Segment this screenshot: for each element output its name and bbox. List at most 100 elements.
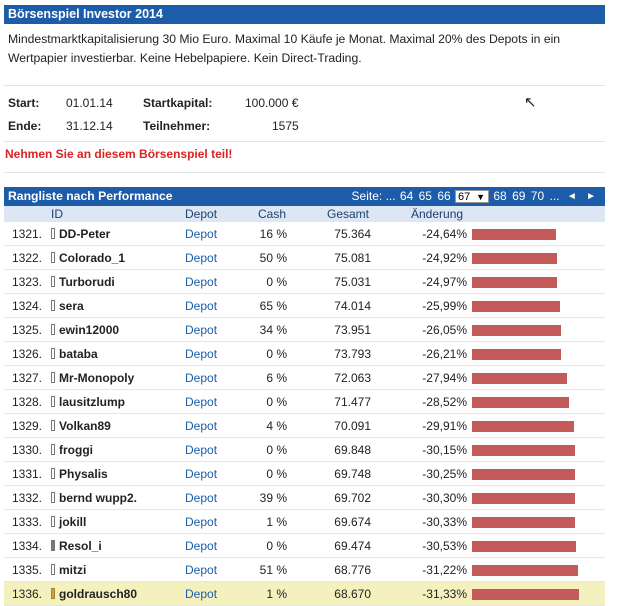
user-id-link[interactable]: mitzi xyxy=(59,563,87,577)
change-cell: -24,92% xyxy=(422,251,467,265)
user-id-link[interactable]: Volkan89 xyxy=(59,419,111,433)
col-id[interactable]: ID xyxy=(51,207,63,221)
depot-link[interactable]: Depot xyxy=(185,587,218,601)
depot-link[interactable]: Depot xyxy=(185,323,218,337)
rank-cell: 1335. xyxy=(11,563,42,577)
next-page-icon[interactable]: ► xyxy=(586,191,596,202)
page-65[interactable]: 65 xyxy=(418,189,432,203)
depot-link[interactable]: Depot xyxy=(185,395,218,409)
user-id-link[interactable]: sera xyxy=(59,299,84,313)
change-cell: -26,21% xyxy=(422,347,467,361)
cash-cell: 0 % xyxy=(266,395,287,409)
depot-link[interactable]: Depot xyxy=(185,443,218,457)
rank-cell: 1331. xyxy=(11,467,42,481)
depot-link[interactable]: Depot xyxy=(185,371,218,385)
cash-cell: 51 % xyxy=(259,563,287,577)
user-status-icon xyxy=(51,228,55,239)
depot-link[interactable]: Depot xyxy=(185,275,218,289)
cash-cell: 0 % xyxy=(266,539,287,553)
total-cell: 69.848 xyxy=(334,443,371,457)
page-70[interactable]: 70 xyxy=(530,189,545,203)
depot-link[interactable]: Depot xyxy=(185,467,218,481)
start-value: 01.01.14 xyxy=(66,96,113,110)
user-status-icon xyxy=(51,468,55,479)
cash-cell: 16 % xyxy=(259,227,287,241)
cash-cell: 0 % xyxy=(266,347,287,361)
rank-cell: 1323. xyxy=(11,275,42,289)
change-cell: -27,94% xyxy=(422,371,467,385)
join-game-link[interactable]: Nehmen Sie an diesem Börsenspiel teil! xyxy=(4,142,605,173)
user-id-link[interactable]: DD-Peter xyxy=(59,227,111,241)
change-cell: -31,22% xyxy=(422,563,467,577)
change-bar xyxy=(472,565,579,576)
change-bar xyxy=(472,349,562,360)
change-bar xyxy=(472,517,576,528)
change-cell: -26,05% xyxy=(422,323,467,337)
col-change[interactable]: Änderung xyxy=(411,207,464,221)
change-bar xyxy=(472,277,557,288)
table-row: 1333. jokill Depot 1 % 69.674 -30,33% xyxy=(4,510,605,534)
user-id-link[interactable]: bernd wupp2. xyxy=(59,491,137,505)
user-id-link[interactable]: goldrausch80 xyxy=(59,587,138,601)
change-cell: -25,99% xyxy=(422,299,467,313)
change-cell: -28,52% xyxy=(422,395,467,409)
user-id-link[interactable]: jokill xyxy=(59,515,87,529)
col-gesamt[interactable]: Gesamt xyxy=(327,207,370,221)
cash-cell: 0 % xyxy=(266,467,287,481)
user-status-icon xyxy=(51,492,55,503)
depot-link[interactable]: Depot xyxy=(185,251,218,265)
user-status-icon xyxy=(51,252,55,263)
cash-cell: 6 % xyxy=(266,371,287,385)
user-status-icon xyxy=(51,540,55,551)
total-cell: 73.951 xyxy=(334,323,371,337)
page-68[interactable]: 68 xyxy=(493,189,507,203)
change-bar xyxy=(472,469,575,480)
user-status-icon xyxy=(51,588,55,599)
depot-link[interactable]: Depot xyxy=(185,227,218,241)
change-bar xyxy=(472,325,561,336)
depot-link[interactable]: Depot xyxy=(185,515,218,529)
page-69[interactable]: 69 xyxy=(512,189,526,203)
depot-link[interactable]: Depot xyxy=(185,563,218,577)
user-status-icon xyxy=(51,444,55,455)
total-cell: 73.793 xyxy=(334,347,371,361)
user-id-link[interactable]: ewin12000 xyxy=(59,323,120,337)
total-cell: 69.748 xyxy=(334,467,371,481)
user-id-link[interactable]: Physalis xyxy=(59,467,108,481)
cash-cell: 0 % xyxy=(266,443,287,457)
rank-cell: 1333. xyxy=(11,515,42,529)
ranking-table: 1321. DD-Peter Depot 16 % 75.364 -24,64% 1322.… xyxy=(4,222,605,606)
prev-page-icon[interactable]: ◄ xyxy=(566,191,577,202)
depot-link[interactable]: Depot xyxy=(185,419,218,433)
change-bar xyxy=(472,301,561,312)
change-bar xyxy=(472,229,556,240)
user-id-link[interactable]: Colorado_1 xyxy=(59,251,126,265)
table-row: 1327. Mr-Monopoly Depot 6 % 72.063 -27,94% xyxy=(4,366,605,390)
user-id-link[interactable]: bataba xyxy=(59,347,98,361)
col-depot[interactable]: Depot xyxy=(185,207,218,221)
user-id-link[interactable]: Turborudi xyxy=(59,275,115,289)
participants-value: 1575 xyxy=(272,119,299,133)
total-cell: 69.474 xyxy=(334,539,371,553)
table-row: 1329. Volkan89 Depot 4 % 70.091 -29,91% xyxy=(4,414,605,438)
user-id-link[interactable]: froggi xyxy=(59,443,93,457)
page-66[interactable]: 66 xyxy=(437,189,451,203)
cash-cell: 0 % xyxy=(266,275,287,289)
page-select[interactable]: 67 ▼ xyxy=(455,190,490,203)
total-cell: 72.063 xyxy=(334,371,371,385)
depot-link[interactable]: Depot xyxy=(185,347,218,361)
user-id-link[interactable]: Mr-Monopoly xyxy=(59,371,135,385)
page-64[interactable]: 64 xyxy=(399,189,414,203)
depot-link[interactable]: Depot xyxy=(185,491,218,505)
table-row: 1330. froggi Depot 0 % 69.848 -30,15% xyxy=(4,438,605,462)
cash-cell: 50 % xyxy=(259,251,287,265)
user-id-link[interactable]: lausitzlump xyxy=(59,395,126,409)
ranking-title: Rangliste nach Performance xyxy=(8,189,173,203)
change-bar xyxy=(472,589,579,600)
user-id-link[interactable]: Resol_i xyxy=(59,539,102,553)
col-cash[interactable]: Cash xyxy=(258,207,287,221)
depot-link[interactable]: Depot xyxy=(185,539,218,553)
depot-link[interactable]: Depot xyxy=(185,299,218,313)
total-cell: 71.477 xyxy=(334,395,371,409)
user-status-icon xyxy=(51,564,55,575)
